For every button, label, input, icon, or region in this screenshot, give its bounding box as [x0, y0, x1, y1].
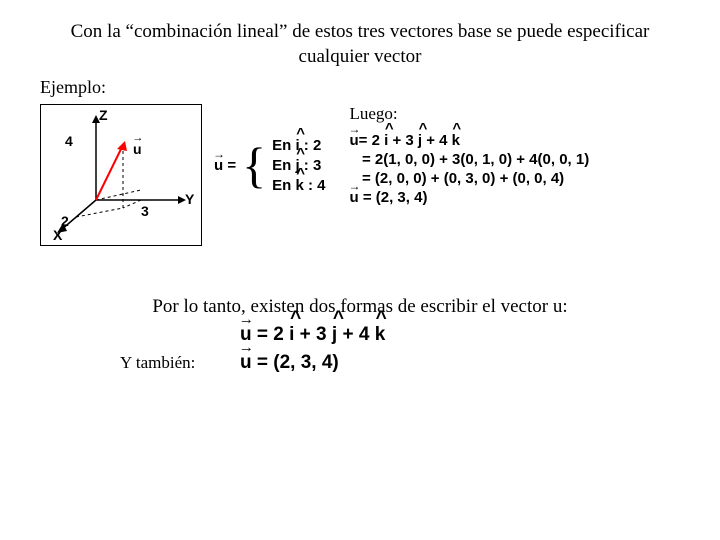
x-value: 2 [61, 213, 69, 229]
vector-diagram: Z Y X 4 3 2 u [40, 104, 202, 246]
eq-line-3: = (2, 0, 0) + (0, 3, 0) + (0, 0, 4) [349, 170, 589, 187]
brace-icon: { [242, 143, 266, 188]
also-label: Y también: [120, 353, 240, 373]
vector-u-label: u [133, 141, 142, 157]
eq-line-1: u= 2 i + 3 j + 4 k [349, 132, 589, 149]
eq-line-4: u = (2, 3, 4) [349, 189, 589, 206]
y-value: 3 [141, 203, 149, 219]
conclusion-text: Por lo tanto, existen dos formas de escr… [40, 296, 680, 318]
eq-line-2: = 2(1, 0, 0) + 3(0, 1, 0) + 4(0, 0, 1) [349, 151, 589, 168]
u-symbol: u [214, 157, 223, 174]
example-label: Ejemplo: [40, 77, 680, 98]
bottom-equations: u = 2 i + 3 j + 4 k Y también: u = (2, 3… [40, 324, 680, 374]
axis-z-label: Z [99, 107, 108, 123]
final-eq-2: u = (2, 3, 4) [240, 352, 339, 374]
luego-block: Luego: u= 2 i + 3 j + 4 k = 2(1, 0, 0) +… [349, 104, 589, 208]
page-title: Con la “combinación lineal” de estos tre… [40, 20, 680, 69]
example-row: Z Y X 4 3 2 u u = { En i : 2 En j : 3 En… [40, 104, 680, 246]
component-block: u = { En i : 2 En j : 3 En k : 4 [214, 134, 325, 197]
final-eq-1: u = 2 i + 3 j + 4 k [240, 324, 385, 346]
axis-y-label: Y [185, 191, 194, 207]
axis-x-label: X [53, 227, 62, 243]
component-k: En k : 4 [272, 177, 325, 194]
z-value: 4 [65, 133, 73, 149]
